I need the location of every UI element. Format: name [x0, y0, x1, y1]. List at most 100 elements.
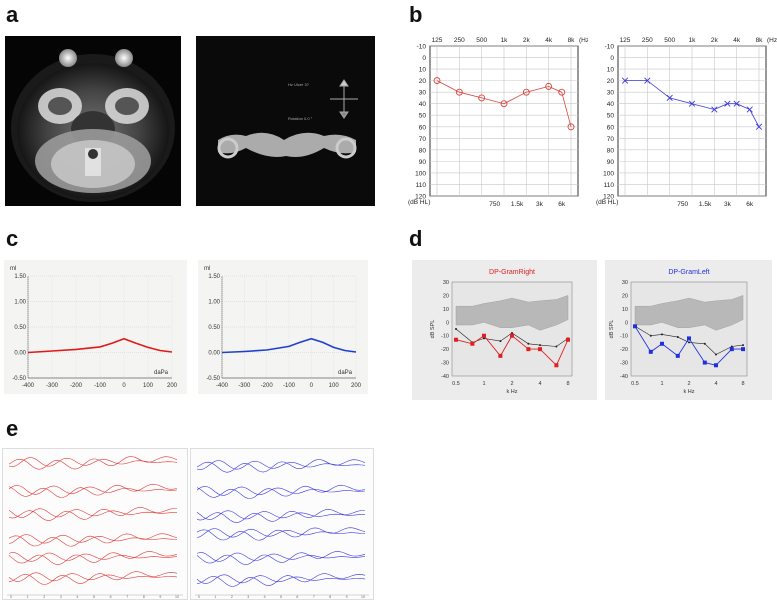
- dpgram-dp-point: [729, 347, 734, 352]
- audiogram-freq-tick: 1k: [501, 37, 509, 44]
- dpgram-left: DP-GramLeft 30 20 10 0 -10 -20 -30 -40 dB SPL 0.5 1…: [605, 260, 772, 400]
- tympanogram-x-unit: daPa: [154, 370, 169, 376]
- audiogram-freq-unit: (Hz): [579, 37, 588, 44]
- abr-time-tick: 9: [159, 595, 161, 599]
- audiogram-freq-unit: (Hz): [767, 37, 777, 44]
- audiogram-db-tick: 50: [419, 113, 427, 120]
- tympanogram-y-unit: ml: [10, 266, 16, 272]
- audiogram-freq-tick: 8k: [756, 37, 764, 44]
- dpgram-x-tick: 8: [741, 381, 744, 387]
- dpgram-noise-point: [499, 340, 502, 343]
- audiogram-left: -10 0 10 20 30 40 50 60 70 80 90 100 110 120 125 250 500…: [588, 34, 777, 210]
- mri-overlay-text-1: Hz Ulcer 3?: [288, 82, 310, 87]
- orientation-cube-icon: [330, 79, 358, 119]
- audiogram-db-unit: (dB HL): [596, 199, 618, 206]
- audiogram-db-tick: 70: [419, 136, 427, 143]
- audiogram-freq-tick: 500: [476, 37, 487, 44]
- audiogram-point-circle: [522, 88, 530, 96]
- dpgram-noise-point: [676, 336, 679, 339]
- audiogram-db-tick: 90: [607, 159, 615, 166]
- dpgram-noise-point: [661, 333, 663, 336]
- mri-overlay-text-2: Rotation 0.0 °: [288, 116, 313, 121]
- dpgram-y-label: dB SPL: [430, 320, 436, 339]
- abr-waveform: [8, 572, 178, 582]
- abr-waveform: [196, 551, 366, 565]
- audiogram-point-cross: [711, 106, 718, 113]
- dpgram-noise-point: [730, 345, 733, 348]
- dpgram-dp-point: [482, 333, 486, 338]
- panel-label-d: d: [409, 226, 423, 251]
- dpgram-noise-point: [703, 342, 706, 345]
- abr-time-tick: 9: [346, 595, 348, 599]
- dpgram-y-tick: 0: [625, 320, 628, 326]
- dpgram-y-tick: 20: [443, 293, 449, 299]
- dpgram-normative-band: [455, 295, 569, 331]
- audiogram-point-circle: [455, 88, 463, 96]
- audiogram-db-tick: 80: [419, 147, 427, 154]
- tympanogram-y-tick: 1.50: [208, 274, 220, 280]
- abr-waveform: [8, 552, 178, 562]
- abr-time-tick: 4: [76, 595, 78, 599]
- tympanogram-x-unit: daPa: [338, 370, 353, 376]
- audiogram-point-circle: [433, 77, 441, 85]
- dpgram-y-tick: 30: [443, 280, 449, 286]
- abr-trace-right: 0 1 2 3 4 5 6 7 8 9 10: [2, 448, 188, 600]
- audiogram-point-cross: [666, 94, 673, 102]
- dpgram-dp-point: [526, 347, 531, 352]
- audiogram-point-cross: [688, 100, 696, 107]
- audiogram-db-tick: 30: [419, 90, 427, 97]
- abr-waveform: [196, 552, 366, 562]
- abr-time-tick: 6: [296, 595, 298, 599]
- audiogram-left-svg: -10 0 10 20 30 40 50 60 70 80 90 100 110 120 125 250 500…: [596, 37, 777, 208]
- abr-trace-right-svg: 0 1 2 3 4 5 6 7 8 9 10: [7, 456, 183, 599]
- audiogram-db-tick: 70: [607, 136, 615, 143]
- mri-axial-image: [5, 36, 181, 206]
- audiogram-db-tick: 50: [607, 113, 615, 120]
- tympanogram-x-tick: -100: [94, 383, 107, 389]
- dpgram-dp-point: [554, 363, 559, 368]
- tympanogram-left: ml 1.50 1.00 0.50 0.00 -0.50 -400 -300 -200 -100 0…: [198, 260, 368, 394]
- tympanogram-y-tick: 0.00: [208, 351, 220, 357]
- abr-waveform: [8, 485, 178, 495]
- audiogram-point-cross: [746, 106, 753, 113]
- dpgram-plot-area: [451, 281, 573, 377]
- dpgram-dp-point: [687, 336, 691, 341]
- tympanogram-y-tick: 0.50: [208, 325, 220, 331]
- abr-time-tick: 5: [280, 595, 282, 599]
- audiogram-point-cross: [644, 77, 651, 84]
- audiogram-point-circle: [545, 82, 553, 90]
- abr-waveform: [196, 527, 366, 541]
- abr-time-tick: 2: [43, 595, 45, 599]
- dpgram-noise-point: [688, 341, 690, 344]
- audiogram-point-cross: [724, 100, 731, 107]
- audiogram-freq-tick-bottom: 1.5k: [511, 201, 524, 208]
- dpgram-x-tick: 4: [714, 381, 717, 387]
- dpgram-noise-point: [742, 344, 744, 347]
- abr-time-tick: 7: [313, 595, 315, 599]
- audiogram-freq-tick: 4k: [545, 37, 553, 44]
- audiogram-freq-tick: 125: [620, 37, 631, 44]
- dpgram-plot-area: [630, 281, 748, 377]
- abr-time-tick: 0: [198, 595, 200, 599]
- dpgram-y-tick: -40: [441, 374, 449, 380]
- dpgram-y-tick: 10: [443, 307, 449, 313]
- dpgram-y-tick: -30: [441, 361, 449, 367]
- dpgram-y-tick: -20: [441, 347, 449, 353]
- abr-time-tick: 1: [214, 595, 216, 599]
- mri-3d-reconstruction: Hz Ulcer 3? Rotation 0.0 °: [196, 36, 375, 206]
- dpgram-left-svg: DP-GramLeft 30 20 10 0 -10 -20 -30 -40 dB SPL 0.5 1…: [609, 269, 748, 395]
- dpgram-noise-point: [527, 342, 530, 345]
- abr-waveform: [8, 506, 177, 521]
- audiogram-freq-tick: 125: [432, 37, 443, 44]
- audiogram-threshold-line: [436, 80, 572, 127]
- dpgram-dp-point: [510, 333, 514, 338]
- abr-time-tick: 6: [110, 595, 112, 599]
- tympanogram-y-tick: 1.50: [14, 274, 26, 280]
- audiogram-db-tick: 100: [603, 170, 614, 177]
- tympanogram-x-tick: -400: [22, 383, 35, 389]
- dpgram-normative-band: [634, 295, 744, 331]
- audiogram-db-tick: -10: [605, 44, 615, 51]
- audiogram-db-tick: 30: [607, 90, 615, 97]
- abr-waveform: [196, 510, 366, 520]
- dpgram-y-tick: 10: [622, 307, 628, 313]
